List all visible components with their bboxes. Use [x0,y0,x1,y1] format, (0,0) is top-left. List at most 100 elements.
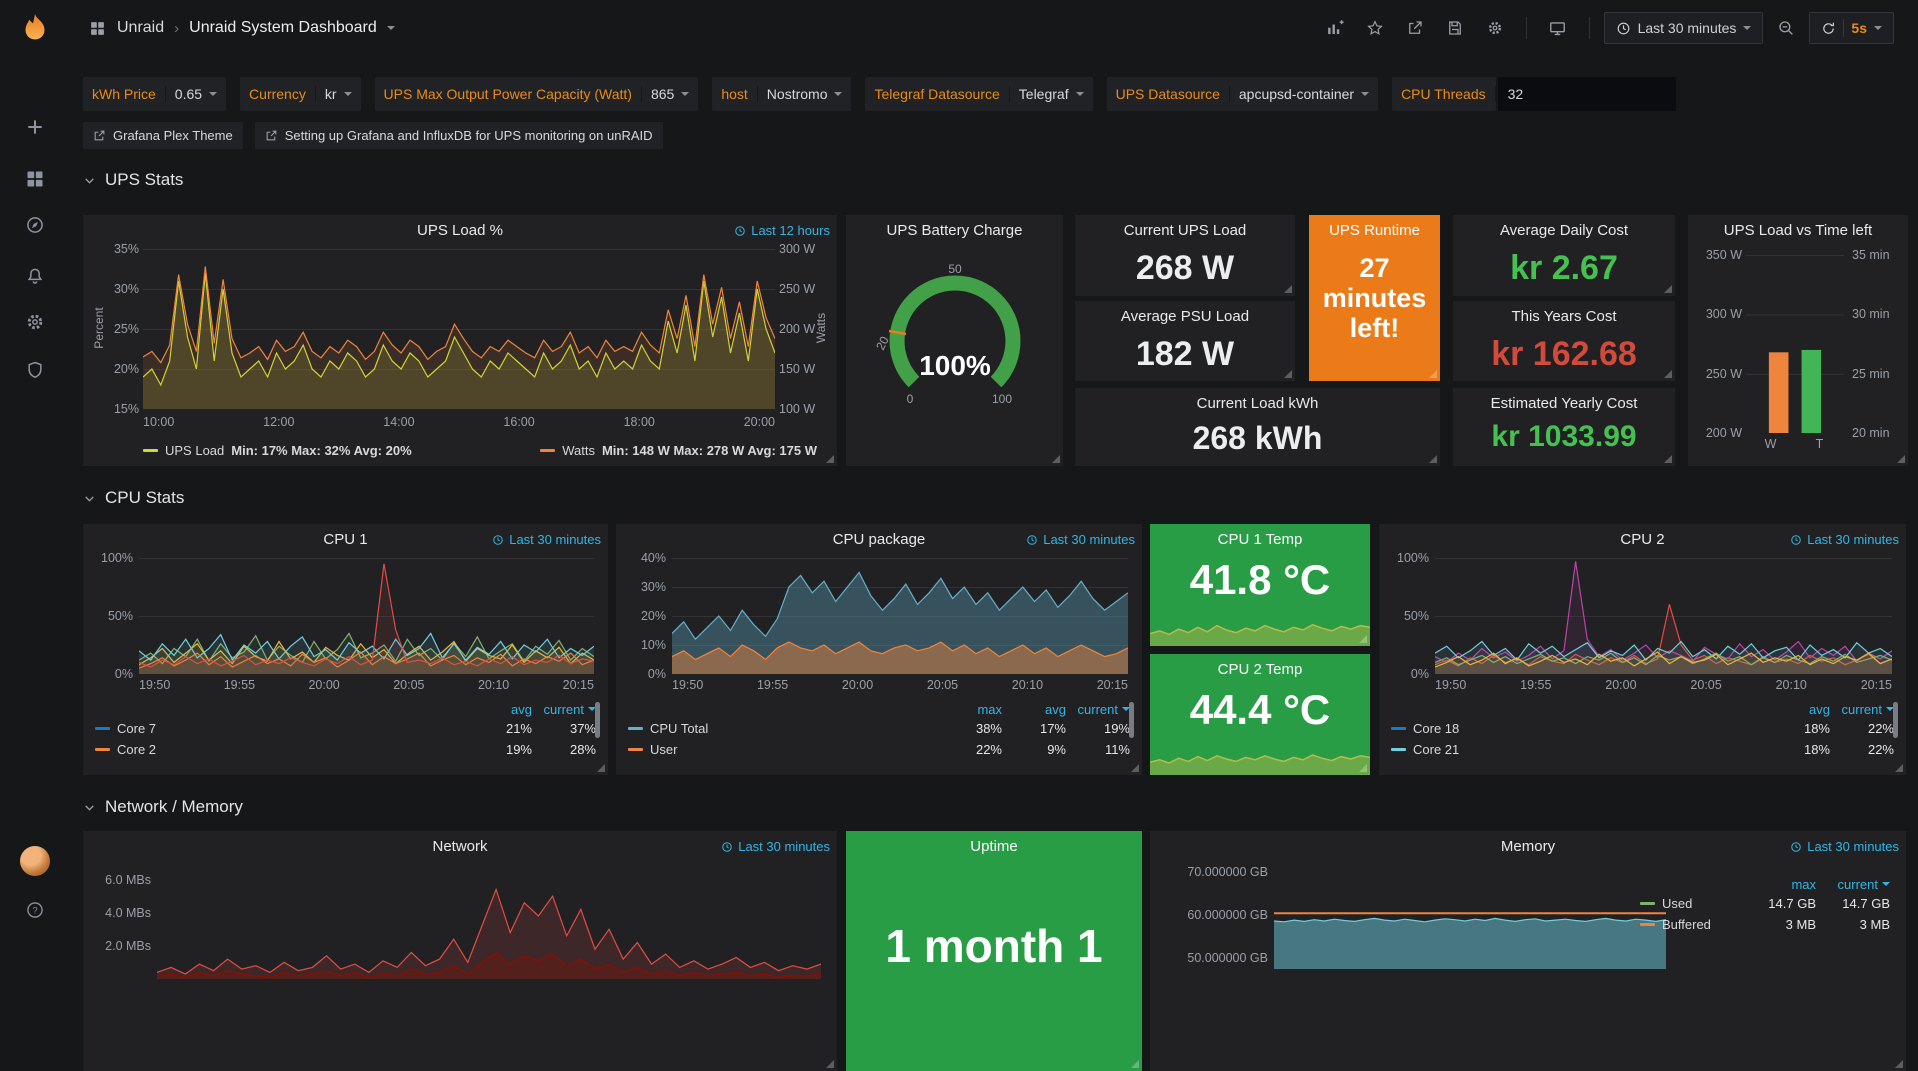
panel-title[interactable]: UPS Load % [417,221,503,239]
network-chart[interactable] [157,863,821,979]
legend-row: Used 14.7 GB 14.7 GB [1640,893,1890,914]
legend-header: max current [1640,875,1890,893]
help-icon[interactable]: ? [0,888,69,932]
refresh-button[interactable]: 5s [1809,12,1894,44]
add-panel-icon[interactable] [1318,13,1352,43]
panel-title[interactable]: CPU 1 Temp [1217,530,1303,548]
legend-header-avg[interactable]: avg [1809,701,1830,717]
star-icon[interactable] [1358,13,1392,43]
panel-title[interactable]: CPU 2 [1620,530,1665,548]
battery-gauge: 50 20 0 100 100% [846,253,1063,423]
legend-header-current[interactable]: current [1816,877,1890,892]
row-header-ups-stats[interactable]: UPS Stats [83,170,183,190]
panel-title[interactable]: CPU 1 [323,530,368,548]
ups-bars-chart[interactable] [1746,255,1844,433]
admin-shield-icon[interactable] [0,348,69,392]
variable-kwh-price[interactable]: kWh Price 0.65 [83,77,227,111]
legend-header-avg[interactable]: avg [1045,701,1066,717]
panel-title[interactable]: Uptime [970,837,1018,855]
dashboard-settings-gear-icon[interactable] [1478,13,1512,43]
alerts-bell-icon[interactable] [0,254,69,298]
kiosk-monitor-icon[interactable] [1541,13,1575,43]
legend-item[interactable]: Watts Min: 148 W Max: 278 W Avg: 175 W [540,443,817,458]
panel-title[interactable]: Estimated Yearly Cost [1490,394,1638,412]
caret-down-icon [1361,92,1370,96]
legend-row: Core 2 19% 28% [95,739,596,760]
link-ups-monitoring-guide[interactable]: Setting up Grafana and InfluxDB for UPS … [254,122,663,149]
legend-name[interactable]: Watts [562,443,595,458]
y-axis-right: 300 W 250 W 200 W 150 W 100 W [779,242,816,416]
time-override-text: Last 30 minutes [1807,532,1899,547]
share-icon[interactable] [1398,13,1432,43]
panel-title[interactable]: Average Daily Cost [1499,221,1629,239]
legend-header-avg[interactable]: avg [511,701,532,717]
avatar-image [19,846,50,876]
divider [1525,17,1527,39]
variable-ups-max-power[interactable]: UPS Max Output Power Capacity (Watt) 865 [374,77,699,111]
refresh-interval-label[interactable]: 5s [1851,20,1867,36]
time-picker-button[interactable]: Last 30 minutes [1603,12,1764,44]
add-icon[interactable] [0,105,69,149]
zoom-out-icon[interactable] [1769,13,1803,43]
cpu-threads-input[interactable] [1497,77,1676,111]
legend-header-current[interactable]: current [1830,702,1894,717]
legend-item[interactable]: UPS Load Min: 17% Max: 32% Avg: 20% [143,443,412,458]
panel-title[interactable]: Average PSU Load [1120,307,1250,325]
grafana-logo[interactable] [0,8,69,52]
panel-title[interactable]: Memory [1500,837,1556,855]
cpu1-chart[interactable] [139,558,594,674]
row-header-network-memory[interactable]: Network / Memory [83,797,243,817]
legend-scrollbar[interactable] [595,702,600,738]
dashboards-icon[interactable] [0,157,69,201]
user-avatar[interactable] [0,839,69,883]
refresh-caret-icon[interactable] [1874,26,1882,30]
explore-compass-icon[interactable] [0,203,69,247]
dashboard-caret-icon[interactable] [386,26,395,30]
settings-gear-icon[interactable] [0,300,69,344]
dashboard-grid-icon[interactable] [87,13,107,43]
legend-color [628,748,643,751]
gauge-value: 100% [919,350,991,381]
legend-header-current[interactable]: current [1066,702,1130,717]
dashboard-title[interactable]: Unraid System Dashboard [189,19,377,36]
panel-title[interactable]: CPU package [832,530,926,548]
panel-title[interactable]: Network [432,837,488,855]
legend-scrollbar[interactable] [1893,702,1898,738]
legend-current: 22% [1867,721,1894,736]
row-header-cpu-stats[interactable]: CPU Stats [83,488,184,508]
legend-header-current[interactable]: current [532,702,596,717]
panel-this-years-cost: This Years Cost kr 162.68 [1453,301,1675,381]
save-icon[interactable] [1438,13,1472,43]
variable-currency[interactable]: Currency kr [240,77,361,111]
legend-header-max[interactable]: max [1791,876,1816,892]
panel-title[interactable]: This Years Cost [1511,307,1617,325]
variable-telegraf-datasource[interactable]: Telegraf Datasource Telegraf [865,77,1093,111]
cpu-package-chart[interactable] [672,558,1128,674]
panel-title[interactable]: UPS Runtime [1329,221,1420,239]
variable-host[interactable]: host Nostromo [712,77,852,111]
variable-value: 865 [650,86,675,102]
panel-title[interactable]: UPS Load vs Time left [1723,221,1873,239]
row-title: UPS Stats [105,170,184,189]
link-grafana-plex-theme[interactable]: Grafana Plex Theme [83,122,243,149]
panel-cpu1: CPU 1 Last 30 minutes 100% 50% 0% 19:50 19:… [83,524,608,775]
gauge-arc [889,275,1020,388]
panel-title[interactable]: Current Load kWh [1196,394,1319,412]
panel-title[interactable]: Current UPS Load [1123,221,1247,239]
memory-chart[interactable] [1274,863,1666,969]
variable-ups-datasource[interactable]: UPS Datasource apcupsd-container [1106,77,1379,111]
panel-cpu2-temp: CPU 2 Temp 44.4 °C [1150,654,1370,775]
legend-name[interactable]: UPS Load [165,443,225,458]
time-override-label: Last 12 hours [734,223,830,238]
panel-title[interactable]: CPU 2 Temp [1217,660,1303,678]
panel-title[interactable]: UPS Battery Charge [886,221,1023,239]
legend-scrollbar[interactable] [1129,702,1134,738]
panel-average-daily-cost: Average Daily Cost kr 2.67 [1453,215,1675,296]
y-axis-right: 35 min 30 min 25 min 20 min [1852,248,1890,440]
link-label: Setting up Grafana and InfluxDB for UPS … [284,128,653,143]
legend-name: Core 21 [1413,742,1460,757]
ups-load-chart[interactable] [143,249,775,409]
cpu2-chart[interactable] [1435,558,1892,674]
legend-header-max[interactable]: max [977,701,1002,717]
breadcrumb-folder[interactable]: Unraid [117,19,165,36]
